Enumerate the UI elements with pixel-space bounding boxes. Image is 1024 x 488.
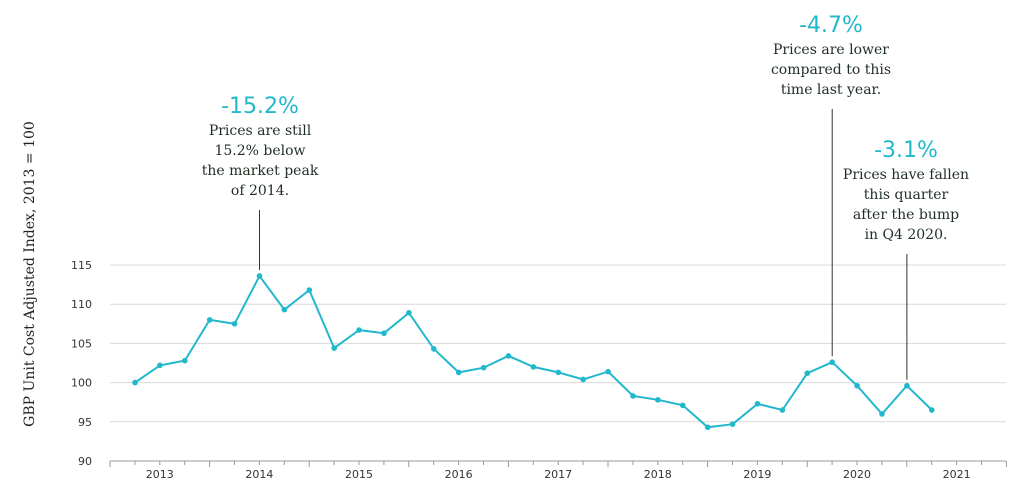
data-point	[480, 364, 487, 371]
data-point	[580, 376, 586, 383]
y-tick-label: 90	[78, 455, 92, 468]
data-point	[331, 345, 338, 351]
x-tick-label: 2016	[445, 468, 473, 481]
y-tick-label: 100	[71, 377, 92, 390]
data-point	[680, 402, 686, 409]
data-point	[879, 411, 885, 417]
data-point	[754, 400, 761, 407]
annotations: -15.2% Prices are still 15.2% below the mar…	[202, 13, 969, 380]
data-point	[431, 346, 437, 352]
annotation-text: this quarter	[864, 187, 949, 203]
annotation-text: after the bump	[853, 207, 959, 223]
data-point	[281, 306, 288, 313]
annotation-value: -4.7%	[799, 13, 863, 38]
data-point	[455, 369, 462, 376]
annotation-text: of 2014.	[231, 183, 289, 199]
annotation-text: in Q4 2020.	[865, 227, 948, 243]
y-tick-label: 105	[71, 337, 92, 350]
annotation-text: 15.2% below	[214, 143, 305, 159]
annotation-text: compared to this	[771, 62, 891, 78]
data-point	[256, 273, 263, 279]
gridlines	[110, 264, 1006, 423]
data-point	[904, 382, 910, 389]
x-tick-label: 2013	[146, 468, 174, 481]
data-point	[854, 382, 860, 389]
data-point	[306, 287, 313, 293]
x-axis: 2013 2014 2015 2016 2017 2018 2019 2020 2021	[109, 460, 1007, 481]
y-tick-label: 115	[71, 259, 92, 272]
data-point	[157, 362, 163, 369]
data-point	[206, 317, 213, 323]
y-axis-ticks: 90 95 100 105 110 115	[71, 259, 92, 468]
data-point	[505, 353, 512, 359]
annotation-text: time last year.	[781, 82, 881, 98]
annotation-value: -15.2%	[221, 94, 299, 119]
annotation: -3.1% Prices have fallen this quarter after…	[843, 138, 969, 380]
x-tick-label: 2020	[843, 468, 871, 481]
y-axis-label: GBP Unit Cost Adjusted Index, 2013 = 100	[22, 121, 38, 427]
data-point	[704, 424, 711, 431]
annotation-text: Prices are lower	[773, 42, 889, 58]
data-point	[555, 369, 562, 376]
data-point	[630, 393, 636, 399]
x-tick-label: 2021	[943, 468, 971, 481]
data-points	[132, 273, 935, 431]
annotation-value: -3.1%	[874, 138, 938, 163]
series-line	[134, 274, 933, 429]
data-point	[381, 330, 387, 337]
data-point	[779, 407, 786, 413]
data-point	[356, 327, 362, 333]
y-tick-label: 110	[71, 298, 92, 311]
data-point	[605, 368, 611, 375]
data-point	[530, 364, 537, 370]
data-point	[406, 310, 412, 316]
x-tick-label: 2014	[245, 468, 273, 481]
data-point	[182, 357, 188, 364]
y-tick-label: 95	[78, 416, 92, 429]
x-tick-label: 2019	[743, 468, 771, 481]
data-point	[804, 370, 811, 376]
x-tick-label: 2015	[345, 468, 373, 481]
x-tick-label: 2018	[644, 468, 672, 481]
annotation-text: Prices are still	[209, 123, 312, 139]
data-point	[929, 407, 935, 413]
annotation-text: the market peak	[202, 163, 319, 179]
data-point	[231, 321, 238, 327]
data-point	[655, 397, 661, 403]
data-point	[829, 359, 835, 366]
annotation: -15.2% Prices are still 15.2% below the mar…	[202, 94, 319, 270]
annotation: -4.7% Prices are lower compared to this tim…	[771, 13, 891, 357]
data-point	[132, 379, 138, 386]
x-tick-label: 2017	[544, 468, 572, 481]
annotation-text: Prices have fallen	[843, 167, 969, 183]
data-point	[729, 421, 736, 427]
